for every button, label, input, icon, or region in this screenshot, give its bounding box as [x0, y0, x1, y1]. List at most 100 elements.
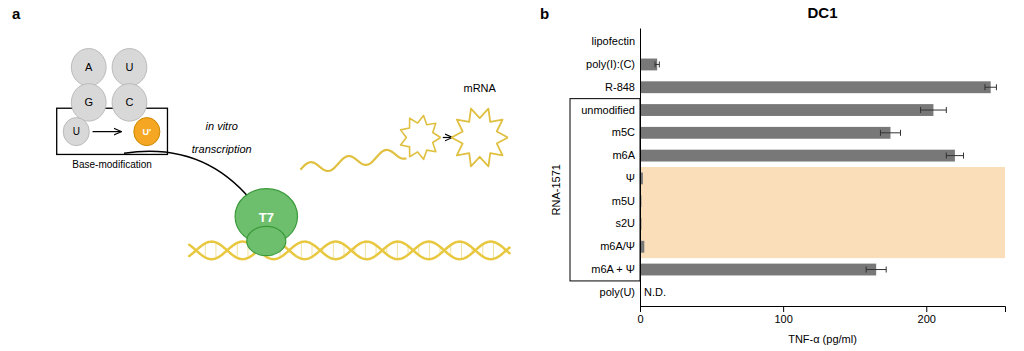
nucleotide	[71, 49, 106, 86]
y-tick-label: poly(I):(C)	[586, 58, 635, 70]
annotation: U'	[143, 127, 152, 137]
y-tick-label: Ψ	[626, 172, 635, 184]
y-tick: R-848	[605, 81, 640, 93]
dna-rung	[440, 247, 441, 254]
dna-rung	[482, 244, 483, 256]
dna-rung	[493, 242, 494, 259]
dna-strand	[189, 242, 509, 260]
x-tick-mark	[783, 306, 784, 312]
dna-rung	[429, 242, 430, 260]
y-tick: m6A + Ψ	[591, 263, 640, 275]
x-tick: 200	[918, 306, 936, 325]
x-tick: 0	[637, 306, 643, 325]
dna-rung	[408, 246, 409, 255]
annotation: mRNA	[463, 82, 496, 94]
bar	[640, 150, 955, 162]
annotation: U	[73, 126, 80, 137]
annotation: G	[84, 96, 93, 108]
bar	[640, 104, 933, 116]
dna-rung	[461, 242, 462, 259]
dna-rung	[418, 246, 419, 255]
y-tick: lipofectin	[592, 35, 640, 47]
y-tick-label: unmodified	[581, 104, 635, 116]
y-tick-label: m5U	[612, 195, 635, 207]
dna-rung	[354, 247, 355, 253]
y-tick: s2U	[615, 217, 640, 229]
nucleotide	[112, 49, 147, 86]
dna-rung	[205, 243, 206, 257]
annotation: b	[540, 5, 549, 22]
x-tick-mark	[926, 306, 927, 312]
y-tick: m6A/Ψ	[600, 240, 640, 252]
y-tick-label: s2U	[615, 217, 635, 229]
mrna-icon	[451, 109, 507, 167]
error-bar	[921, 107, 947, 113]
error-bar	[655, 61, 659, 67]
annotation: C	[125, 96, 133, 108]
modified-nucleotide	[134, 118, 160, 146]
annotation: a	[12, 5, 21, 22]
dna-rung	[226, 249, 227, 251]
nucleotide	[112, 84, 147, 121]
plot-area	[640, 59, 1005, 276]
dna-rung	[397, 242, 398, 260]
annotation: N.D.	[644, 286, 666, 298]
panel-b: 0 100 200 lipofectin poly(I):(C) R-848 unmodif…	[550, 4, 1006, 345]
y-tick-label: m6A/Ψ	[600, 240, 635, 252]
dna-rung	[312, 244, 313, 257]
dna-rung	[450, 245, 451, 256]
annotation: T7	[259, 210, 274, 225]
bar	[640, 127, 890, 139]
y-tick-label: m6A	[612, 149, 635, 161]
y-tick-label: m6A + Ψ	[591, 263, 635, 275]
chart: aAUGCUU'Base-modificationin vitrotranscr…	[0, 0, 1024, 351]
error-bar	[880, 130, 900, 136]
dna-rung	[215, 242, 216, 258]
title: DC1	[807, 4, 837, 21]
dna-rung	[504, 249, 505, 253]
y-tick: poly(I):(C)	[586, 58, 640, 70]
annotation: U	[125, 61, 133, 73]
bar	[640, 81, 991, 93]
dna-rung	[301, 242, 302, 259]
dna-rung	[344, 245, 345, 257]
mrna-icon	[401, 116, 441, 160]
dna-rung	[322, 248, 323, 252]
error-bar	[946, 153, 963, 159]
annotation: A	[85, 61, 93, 73]
group-bracket	[570, 99, 640, 281]
x-tick-label: 100	[774, 313, 792, 325]
x-tick-label: 0	[637, 313, 643, 325]
x-axis: 0 100 200	[637, 306, 1005, 325]
panel-a	[57, 49, 510, 260]
y-tick: m5U	[612, 195, 640, 207]
dna-rung	[376, 245, 377, 255]
dna-rung	[290, 249, 291, 252]
highlight-band	[640, 167, 1005, 258]
y-tick: m5C	[612, 126, 640, 138]
y-tick: unmodified	[581, 104, 640, 116]
dna-rung	[386, 246, 387, 254]
t7-polymerase	[247, 226, 286, 255]
y-tick: m6A	[612, 149, 640, 161]
y-axis: lipofectin poly(I):(C) R-848 unmodified m5C m…	[581, 29, 640, 307]
dna-strand	[189, 242, 509, 260]
x-axis-title: TNF-α (pg/ml)	[788, 333, 857, 345]
y-tick: poly(U)	[600, 286, 640, 298]
modification-box	[57, 108, 168, 154]
bar	[640, 264, 876, 276]
dna-rung	[472, 248, 473, 253]
mrna-strand	[301, 150, 407, 171]
annotation: in vitro	[206, 120, 238, 132]
annotation: transcription	[192, 143, 252, 155]
y-tick: Ψ	[626, 172, 640, 184]
nucleotide	[71, 84, 106, 121]
nucleotide	[63, 118, 89, 146]
x-tick: 100	[774, 306, 792, 325]
y-axis-title: RNA-1571	[550, 164, 562, 215]
x-tick-label: 200	[918, 313, 936, 325]
x-tick-mark	[640, 306, 641, 312]
modification-arrow	[93, 131, 122, 132]
dna-rung	[194, 249, 195, 252]
error-bar	[985, 84, 996, 90]
